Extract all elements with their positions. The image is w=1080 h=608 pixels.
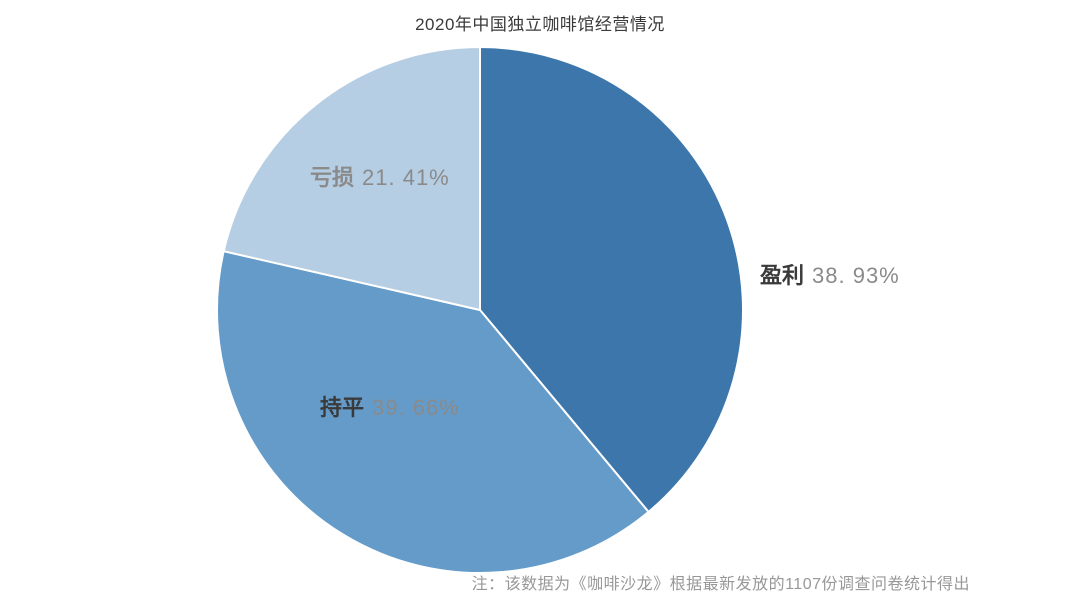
chart-footnote: 注：该数据为《咖啡沙龙》根据最新发放的1107份调查问卷统计得出 bbox=[472, 570, 970, 594]
slice-label-loss: 亏损 21. 41% bbox=[310, 160, 450, 192]
slice-label-name: 盈利 bbox=[760, 263, 804, 288]
slice-label-breakeven: 持平 39. 66% bbox=[320, 390, 460, 422]
slice-label-pct: 39. 66% bbox=[372, 395, 460, 420]
slice-label-name: 持平 bbox=[320, 395, 364, 420]
pie-chart: 盈利 38. 93% 持平 39. 66% 亏损 21. 41% bbox=[0, 0, 1080, 608]
slice-label-pct: 21. 41% bbox=[362, 165, 450, 190]
pie-svg bbox=[0, 0, 1080, 608]
slice-label-name: 亏损 bbox=[310, 165, 354, 190]
slice-label-pct: 38. 93% bbox=[812, 263, 900, 288]
slice-label-profit: 盈利 38. 93% bbox=[760, 258, 900, 290]
